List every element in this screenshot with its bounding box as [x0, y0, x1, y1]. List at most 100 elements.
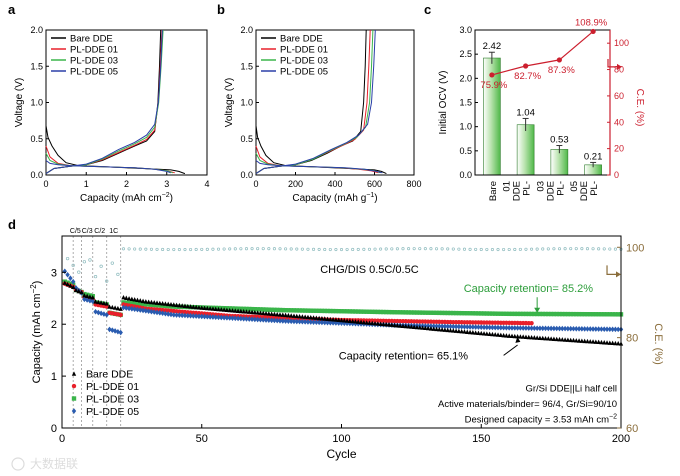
- capacity-marker: [479, 311, 484, 316]
- capacity-marker: [347, 309, 353, 314]
- capacity-marker: [571, 311, 576, 317]
- capacity-marker: [515, 311, 520, 317]
- capacity-marker: [177, 312, 182, 318]
- capacity-marker: [124, 305, 129, 311]
- capacity-marker: [84, 293, 90, 299]
- capacity-marker: [434, 323, 439, 329]
- capacity-marker: [456, 323, 462, 330]
- capacity-marker: [367, 309, 372, 314]
- capacity-marker: [205, 305, 210, 311]
- capacity-marker: [470, 330, 476, 335]
- capacity-marker: [152, 300, 157, 305]
- capacity-marker: [305, 314, 311, 320]
- capacity-marker: [193, 313, 199, 319]
- capacity-marker: [442, 327, 448, 332]
- x-tick-label: 150: [472, 433, 490, 445]
- capacity-marker: [221, 314, 227, 321]
- ce-marker: [446, 247, 450, 251]
- capacity-marker: [93, 299, 98, 304]
- capacity-marker: [523, 334, 529, 339]
- ce-line: [491, 30, 594, 76]
- ce-marker: [412, 247, 416, 251]
- ce-marker: [65, 256, 70, 261]
- capacity-marker: [523, 325, 529, 331]
- legend-label: PL-DDE 03: [70, 56, 118, 67]
- ce-marker: [429, 247, 433, 251]
- legend-label: PL-DDE 03: [280, 56, 328, 67]
- capacity-marker: [490, 331, 495, 337]
- capacity-marker: [568, 325, 573, 332]
- ce-marker: [513, 247, 517, 251]
- capacity-marker: [456, 328, 462, 334]
- capacity-marker: [302, 319, 308, 325]
- capacity-series-bare-dde: [62, 280, 624, 346]
- capacity-marker: [495, 332, 501, 337]
- capacity-series-pl-dde-05: [62, 268, 624, 336]
- capacity-marker: [280, 307, 286, 313]
- ce-marker: [71, 263, 75, 268]
- capacity-marker: [442, 323, 448, 330]
- charge-curve-pl-dde-05: [45, 29, 163, 175]
- ce-marker: [127, 247, 131, 251]
- capacity-marker: [344, 318, 350, 323]
- capacity-marker: [230, 315, 235, 321]
- y2-tick-label: 80: [626, 333, 638, 345]
- capacity-marker: [546, 325, 551, 332]
- cell-info: Gr/Si DDE||Li half cell: [525, 384, 617, 395]
- capacity-marker: [509, 325, 515, 331]
- y2-tick-label: 100: [614, 38, 629, 48]
- capacity-marker: [249, 309, 255, 315]
- capacity-marker: [546, 336, 551, 341]
- ce-marker: [563, 247, 567, 251]
- capacity-marker: [330, 308, 336, 314]
- capacity-marker: [110, 304, 115, 310]
- capacity-marker: [593, 312, 599, 317]
- capacity-marker: [588, 326, 593, 332]
- ce-marker: [479, 247, 483, 252]
- capacity-marker: [607, 326, 613, 333]
- capacity-marker: [129, 300, 135, 306]
- capacity-marker: [610, 340, 615, 346]
- ce-value-label: 108.9%: [575, 17, 608, 28]
- capacity-marker: [154, 300, 160, 305]
- capacity-marker: [252, 316, 258, 323]
- ce-marker: [401, 247, 405, 251]
- capacity-marker: [384, 322, 389, 327]
- capacity-marker: [588, 312, 593, 317]
- capacity-marker: [160, 301, 165, 306]
- capacity-marker: [560, 311, 565, 317]
- capacity-marker: [576, 338, 582, 343]
- y2-tick-label: 60: [626, 423, 638, 435]
- ce-marker: [244, 247, 249, 251]
- capacity-marker: [300, 314, 305, 319]
- capacity-marker: [616, 312, 621, 317]
- capacity-marker: [425, 325, 431, 331]
- ce-point: [590, 28, 596, 35]
- capacity-marker: [68, 275, 73, 282]
- capacity-marker: [179, 312, 185, 319]
- ce-marker: [99, 264, 103, 268]
- y2-axis-label: C.E. (%): [634, 89, 645, 127]
- capacity-marker: [157, 300, 163, 306]
- capacity-marker: [395, 310, 400, 315]
- capacity-marker: [140, 307, 146, 314]
- capacity-marker: [389, 309, 395, 315]
- y-tick-label: 2.0: [240, 25, 253, 35]
- capacity-marker: [470, 311, 476, 316]
- capacity-marker: [523, 311, 529, 317]
- x-axis-label: Capacity (mAh g−1): [292, 192, 377, 204]
- ce-marker: [356, 247, 360, 251]
- ce-marker: [149, 247, 153, 251]
- capacity-marker: [235, 308, 241, 313]
- y-tick-label: 2.0: [30, 25, 43, 35]
- category-label: DDE: [579, 181, 590, 201]
- capacity-marker: [325, 308, 330, 314]
- capacity-marker: [261, 307, 266, 312]
- capacity-marker: [118, 329, 123, 336]
- capacity-marker: [554, 336, 559, 342]
- category-label: DDE: [512, 181, 523, 201]
- ce-marker: [535, 247, 539, 251]
- capacity-marker: [191, 304, 196, 309]
- capacity-marker: [291, 318, 297, 325]
- capacity-marker: [520, 325, 526, 331]
